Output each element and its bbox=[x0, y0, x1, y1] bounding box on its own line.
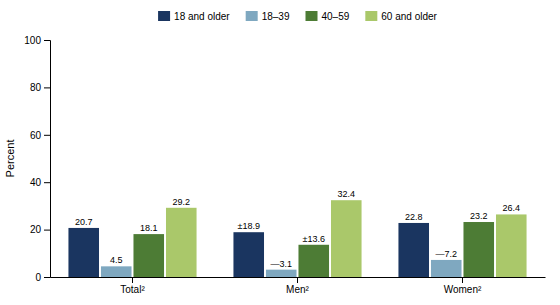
y-tick-mark bbox=[44, 230, 50, 231]
y-tick-mark bbox=[44, 87, 50, 88]
y-axis-line bbox=[44, 41, 51, 278]
data-label: 20.7 bbox=[75, 217, 93, 227]
y-axis: 0 20 40 60 80 100 bbox=[24, 35, 50, 283]
y-tick-mark bbox=[44, 40, 50, 41]
y-tick: 100 bbox=[24, 35, 50, 46]
x-axis: Total² Men² Women² bbox=[51, 277, 546, 295]
data-label: ±18.9 bbox=[237, 221, 259, 231]
y-tick-label: 100 bbox=[24, 35, 41, 46]
bar bbox=[266, 270, 297, 277]
bar bbox=[431, 260, 462, 277]
data-label: 29.2 bbox=[173, 197, 191, 207]
x-tick-label: Total² bbox=[120, 284, 145, 295]
x-tick-mark bbox=[462, 277, 463, 283]
x-tick-mark bbox=[297, 277, 298, 283]
bar bbox=[463, 222, 494, 277]
y-tick-label: 40 bbox=[30, 177, 42, 188]
chart: 20.7 ±18.9 22.8 4.5 —3.1 —7.2 18.1 ±13.6 23.2 29.… bbox=[0, 0, 560, 305]
bar bbox=[331, 200, 362, 277]
bar bbox=[68, 228, 99, 277]
legend-label: 60 and older bbox=[381, 11, 437, 22]
data-label: 18.1 bbox=[140, 223, 158, 233]
bar bbox=[298, 245, 329, 277]
y-tick: 80 bbox=[30, 82, 50, 93]
y-tick-label: 20 bbox=[30, 224, 42, 235]
data-label: 4.5 bbox=[110, 255, 123, 265]
legend-swatch bbox=[365, 11, 377, 21]
legend-item: 18 and older bbox=[158, 11, 230, 22]
y-tick-label: 60 bbox=[30, 130, 42, 141]
y-tick-mark bbox=[44, 135, 50, 136]
data-label: —3.1 bbox=[270, 259, 292, 269]
bar bbox=[166, 208, 197, 277]
data-labels: 20.7 ±18.9 22.8 4.5 —3.1 —7.2 18.1 ±13.6 23.2 29.… bbox=[75, 189, 520, 268]
legend-swatch bbox=[158, 11, 170, 21]
bars bbox=[68, 200, 526, 277]
bar-series bbox=[166, 200, 527, 277]
legend-item: 18–39 bbox=[246, 11, 290, 22]
legend-item: 60 and older bbox=[365, 11, 437, 22]
legend: 18 and older 18–39 40–59 60 and older bbox=[158, 11, 438, 22]
y-tick-mark bbox=[44, 182, 50, 183]
bar bbox=[233, 232, 264, 277]
legend-label: 18 and older bbox=[174, 11, 230, 22]
bar bbox=[101, 266, 132, 277]
y-axis-title: Percent bbox=[4, 140, 16, 178]
y-tick: 20 bbox=[30, 224, 50, 235]
legend-swatch bbox=[246, 11, 258, 21]
data-label: ±13.6 bbox=[303, 234, 325, 244]
x-tick-label: Men² bbox=[286, 284, 309, 295]
y-tick: 40 bbox=[30, 177, 50, 188]
y-tick: 0 bbox=[35, 272, 50, 283]
data-label: 26.4 bbox=[503, 203, 521, 213]
x-tick: Women² bbox=[444, 277, 482, 295]
data-label: 23.2 bbox=[470, 211, 488, 221]
legend-swatch bbox=[306, 11, 318, 21]
data-label: —7.2 bbox=[435, 249, 457, 259]
y-tick-label: 80 bbox=[30, 82, 42, 93]
y-tick: 60 bbox=[30, 130, 50, 141]
bar bbox=[496, 214, 527, 277]
x-tick: Men² bbox=[286, 277, 309, 295]
data-label: 32.4 bbox=[338, 189, 356, 199]
y-tick-label: 0 bbox=[35, 272, 41, 283]
bar bbox=[398, 223, 429, 277]
x-tick-mark bbox=[132, 277, 133, 283]
bar bbox=[133, 234, 164, 277]
legend-item: 40–59 bbox=[306, 11, 350, 22]
legend-label: 40–59 bbox=[322, 11, 350, 22]
x-tick: Total² bbox=[120, 277, 145, 295]
data-label: 22.8 bbox=[405, 212, 423, 222]
legend-label: 18–39 bbox=[262, 11, 290, 22]
x-tick-label: Women² bbox=[444, 284, 482, 295]
y-tick-mark bbox=[44, 277, 50, 278]
